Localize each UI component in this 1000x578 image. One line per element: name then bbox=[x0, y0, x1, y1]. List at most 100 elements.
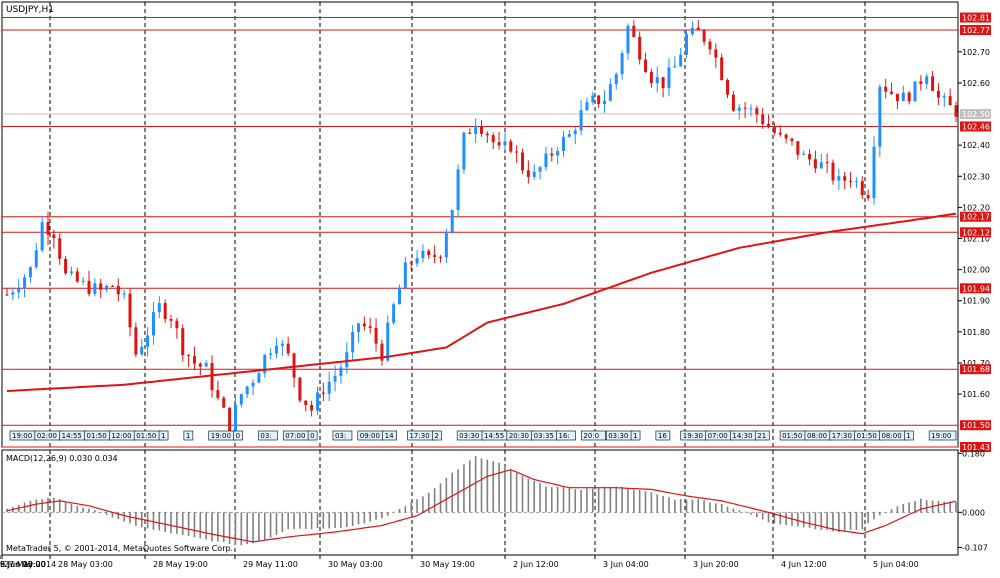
candle-body bbox=[198, 363, 202, 367]
main-y-tick-label-6: 102.00 bbox=[962, 266, 990, 275]
level-tag-3 bbox=[960, 211, 991, 222]
candle-body bbox=[726, 79, 730, 95]
candle-body bbox=[509, 141, 513, 152]
candle-body bbox=[40, 222, 44, 251]
main-y-tick-label-4: 102.20 bbox=[962, 203, 990, 212]
candle-body bbox=[397, 287, 401, 305]
candle-body bbox=[181, 328, 185, 356]
markers-group: 19:00 02:00 14:55 01:50 12:00 01:50 1 1 19:00 0 03… bbox=[9, 430, 957, 441]
candle-body bbox=[825, 162, 829, 164]
candle-body bbox=[667, 67, 671, 89]
candle-body bbox=[644, 59, 648, 72]
trade-marker bbox=[581, 430, 606, 441]
candle-body bbox=[901, 92, 905, 102]
candle-body bbox=[380, 343, 384, 361]
candle-body bbox=[919, 81, 923, 85]
level-tag-1 bbox=[960, 25, 991, 36]
candle-body bbox=[679, 54, 683, 67]
candle-body bbox=[521, 152, 525, 171]
trade-marker bbox=[432, 430, 442, 441]
macd-y-tick-label-2: -0.107 bbox=[962, 543, 988, 552]
candle-body bbox=[772, 127, 776, 133]
x-axis-label-0: 27 May 2014 bbox=[4, 560, 56, 569]
candle-body bbox=[333, 376, 337, 382]
candle-body bbox=[702, 30, 706, 42]
x-axis-label-10: 5 Jun 04:00 bbox=[873, 560, 919, 569]
candle-body bbox=[597, 95, 601, 105]
candle-body bbox=[720, 57, 724, 80]
candle-body bbox=[298, 377, 302, 401]
candle-body bbox=[433, 255, 437, 257]
candle-body bbox=[936, 90, 940, 98]
candle-body bbox=[849, 180, 853, 182]
x-axis-label-9: 4 Jun 12:00 bbox=[781, 560, 827, 569]
candle-body bbox=[755, 108, 759, 115]
candle-body bbox=[948, 96, 952, 106]
candle-body bbox=[696, 27, 700, 31]
trade-marker-label: 12:00 bbox=[111, 432, 131, 440]
candle-body bbox=[790, 138, 794, 142]
candle-body bbox=[327, 381, 331, 394]
candle-body bbox=[69, 271, 73, 274]
level-tag-8 bbox=[960, 442, 991, 452]
candle-body bbox=[368, 326, 372, 328]
candle-body bbox=[878, 86, 882, 147]
candle-body bbox=[105, 285, 109, 290]
candle-body bbox=[778, 132, 782, 135]
candle-body bbox=[274, 345, 278, 354]
main-y-tick-label-7: 101.90 bbox=[962, 297, 990, 306]
candle-body bbox=[64, 258, 68, 274]
level-tag-label-4: 102.12 bbox=[962, 228, 990, 237]
candle-body bbox=[116, 285, 120, 295]
level-tag-2 bbox=[960, 121, 991, 132]
candle-body bbox=[737, 107, 741, 111]
candle-body bbox=[567, 134, 571, 137]
level-tag-label-6: 101.68 bbox=[962, 365, 990, 374]
trade-marker-label: 17:30 bbox=[832, 432, 852, 440]
candle-body bbox=[626, 25, 630, 54]
candle-body bbox=[228, 407, 232, 432]
macd-y-tick-label-0: 0.180 bbox=[962, 449, 985, 458]
candle-body bbox=[544, 153, 548, 168]
candle-body bbox=[562, 136, 566, 151]
trade-marker-label: 19:00 bbox=[12, 432, 32, 440]
candle-body bbox=[708, 41, 712, 50]
candle-body bbox=[157, 303, 161, 313]
candle-body bbox=[837, 176, 841, 181]
candle-body bbox=[802, 154, 806, 156]
candle-body bbox=[895, 93, 899, 102]
candle-body bbox=[866, 195, 870, 199]
macd-plot-frame bbox=[1, 449, 959, 556]
candle-body bbox=[860, 181, 864, 196]
main-y-tick-label-0: 102.70 bbox=[962, 48, 990, 57]
candle-body bbox=[46, 222, 50, 235]
macd-y-tick-label-1: 0.000 bbox=[962, 508, 985, 517]
trade-marker-label: 20:0 bbox=[583, 432, 599, 440]
candle-body bbox=[163, 303, 167, 320]
trade-marker bbox=[754, 430, 770, 441]
trade-marker-label: 01:50 bbox=[782, 432, 802, 440]
candle-body bbox=[831, 162, 835, 181]
current-price-tag bbox=[960, 109, 991, 120]
candle-body bbox=[392, 304, 396, 323]
x-axis-label-7: 3 Jun 04:00 bbox=[603, 560, 649, 569]
candle-body bbox=[216, 390, 220, 398]
candle-body bbox=[579, 110, 583, 131]
candle-body bbox=[620, 53, 624, 75]
trade-marker-label: 14:55 bbox=[62, 432, 82, 440]
level-tag-5 bbox=[960, 283, 991, 294]
candle-body bbox=[304, 400, 308, 405]
trade-marker-label: 1 bbox=[633, 432, 637, 440]
candle-body bbox=[767, 124, 771, 128]
trade-marker bbox=[655, 430, 671, 441]
candle-body bbox=[485, 133, 489, 136]
candle-body bbox=[491, 135, 495, 143]
trade-marker bbox=[556, 430, 576, 441]
candle-body bbox=[515, 151, 519, 153]
candle-body bbox=[110, 285, 114, 287]
candle-body bbox=[608, 84, 612, 101]
candle-body bbox=[280, 343, 284, 346]
main-y-tick-label-8: 101.80 bbox=[962, 328, 990, 337]
candle-body bbox=[146, 335, 150, 347]
